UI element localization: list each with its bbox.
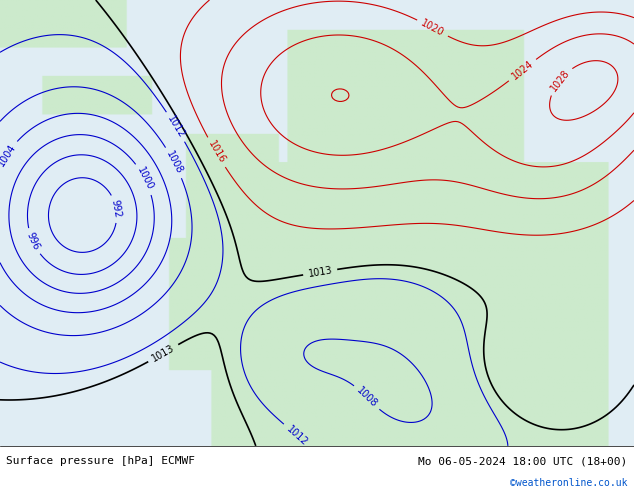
Text: 996: 996 [25, 231, 41, 252]
Text: 1013: 1013 [307, 265, 333, 279]
Text: Mo 06-05-2024 18:00 UTC (18+00): Mo 06-05-2024 18:00 UTC (18+00) [418, 456, 628, 466]
Text: 1024: 1024 [510, 58, 535, 82]
Text: 1028: 1028 [548, 68, 571, 93]
Text: 1020: 1020 [419, 18, 446, 38]
Text: 1016: 1016 [206, 139, 227, 166]
Text: ©weatheronline.co.uk: ©weatheronline.co.uk [510, 478, 628, 489]
Text: 1008: 1008 [354, 385, 379, 410]
Text: Surface pressure [hPa] ECMWF: Surface pressure [hPa] ECMWF [6, 456, 195, 466]
Text: 1012: 1012 [165, 114, 186, 140]
Text: 1012: 1012 [284, 424, 309, 447]
Text: 992: 992 [110, 199, 122, 219]
Text: 1013: 1013 [150, 343, 176, 364]
Text: 1008: 1008 [164, 149, 184, 176]
Text: 1004: 1004 [0, 142, 18, 168]
Text: 1000: 1000 [135, 166, 155, 192]
